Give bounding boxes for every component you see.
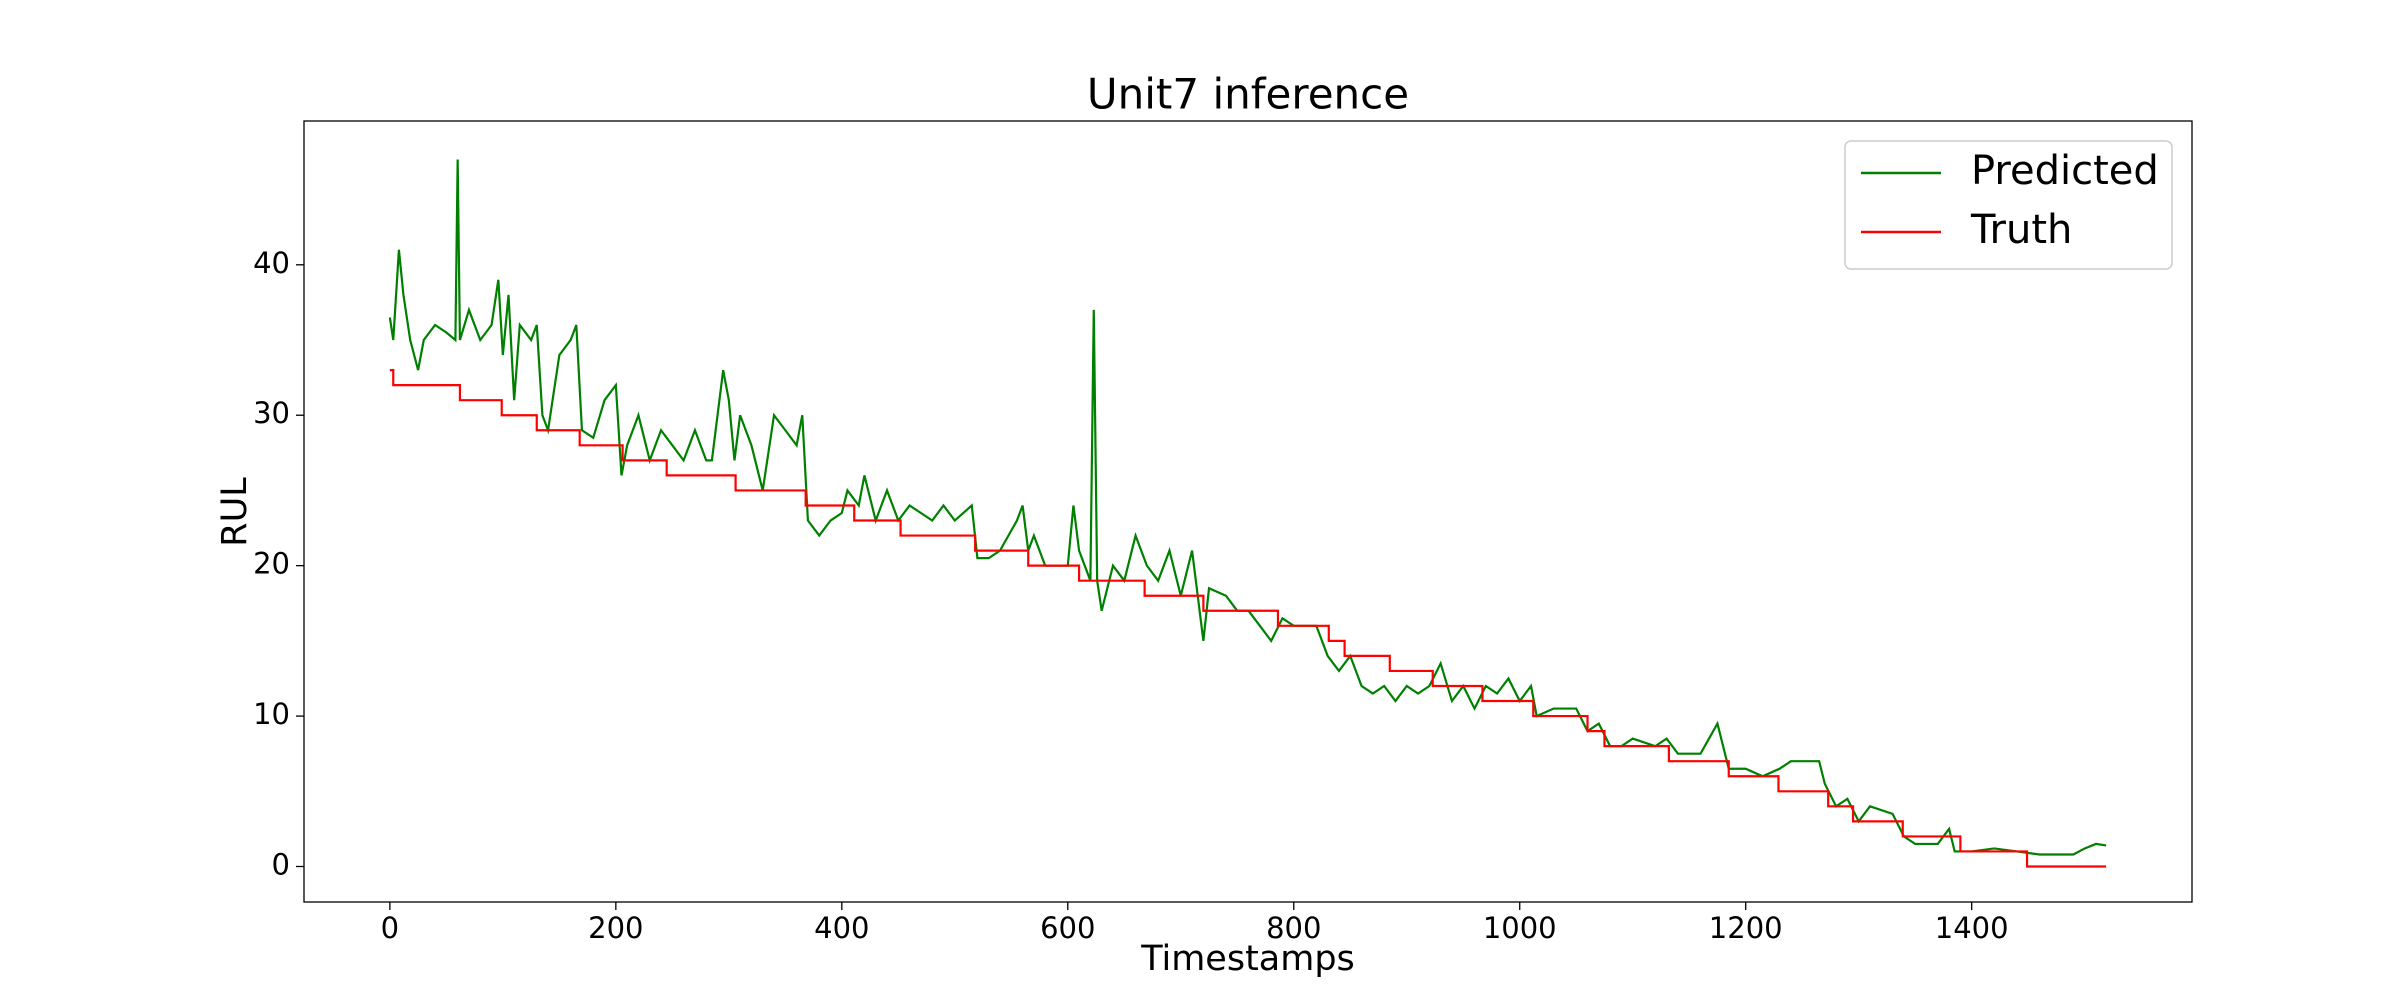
plot-frame: [303, 120, 2193, 903]
y-tick-label: 40: [253, 246, 290, 280]
y-tick-label: 10: [253, 697, 290, 731]
x-tick-label: 200: [588, 911, 643, 945]
y-axis-label: RUL: [215, 477, 255, 547]
x-tick-label: 0: [381, 911, 399, 945]
legend-label: Predicted: [1971, 148, 2159, 194]
series-line: [389, 369, 2107, 868]
x-tick-label: 800: [1266, 911, 1321, 945]
legend-label: Truth: [1970, 207, 2072, 253]
y-tick-label: 30: [253, 396, 290, 430]
y-tick-label: 20: [253, 547, 290, 581]
x-tick-label: 600: [1040, 911, 1095, 945]
x-tick-label: 400: [814, 911, 869, 945]
x-tick-label: 1000: [1483, 911, 1557, 945]
chart-title: Unit7 inference: [1087, 70, 1409, 119]
x-axis-label: Timestamps: [1140, 939, 1355, 979]
x-tick-label: 1400: [1935, 911, 2009, 945]
x-tick-label: 1200: [1709, 911, 1783, 945]
y-tick-label: 0: [272, 848, 290, 882]
